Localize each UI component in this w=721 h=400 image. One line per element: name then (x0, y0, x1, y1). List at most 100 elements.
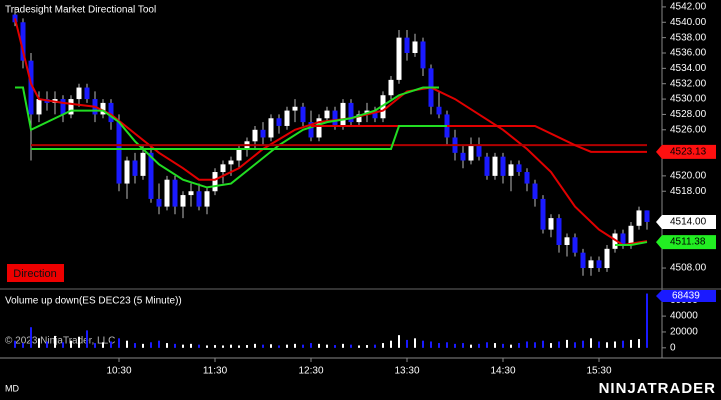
candle-body (140, 152, 146, 176)
volume-bar (326, 344, 328, 348)
x-tick-label: 11:30 (203, 366, 228, 377)
volume-bar (286, 344, 288, 348)
volume-bar (582, 340, 584, 348)
volume-bar (590, 338, 592, 348)
volume-bar (574, 342, 576, 348)
copyright: © 2023 NinjaTrader, LLC (5, 336, 115, 347)
price-flag-label: 4523.13 (670, 146, 707, 157)
candle-body (20, 22, 26, 61)
volume-bar (270, 344, 272, 348)
volume-bar (358, 345, 360, 348)
candle-body (492, 156, 498, 176)
volume-bar (14, 340, 16, 348)
y-tick-label: 4538.00 (670, 32, 707, 43)
price-flag-label: 4514.00 (670, 217, 707, 228)
direction-label: Direction (13, 268, 56, 280)
volume-bar (606, 342, 608, 348)
candle-body (308, 122, 314, 138)
volume-bar (118, 338, 120, 348)
candle-body (188, 191, 194, 196)
volume-bar (454, 343, 456, 348)
candle-body (324, 110, 330, 119)
volume-bar (94, 343, 96, 348)
overlay-line (31, 124, 447, 150)
candle-body (164, 179, 170, 207)
volume-bar (366, 345, 368, 348)
x-tick-label: 12:30 (298, 366, 323, 377)
candle-body (356, 114, 362, 123)
candle-body (172, 179, 178, 207)
volume-bar (342, 343, 344, 348)
candle-body (588, 260, 594, 269)
candle-body (36, 99, 42, 115)
volume-bar (182, 344, 184, 348)
candle-body (540, 198, 546, 230)
volume-bar (446, 342, 448, 348)
y-tick-label: 4508.00 (670, 263, 707, 274)
volume-bar (502, 343, 504, 348)
candle-body (204, 191, 210, 207)
volume-bar (486, 342, 488, 348)
candle-body (628, 225, 634, 245)
candle-body (212, 172, 218, 192)
chart-title: Tradesight Market Directional Tool (5, 5, 156, 16)
volume-bar (54, 335, 56, 348)
volume-bar (294, 343, 296, 348)
candle-body (644, 210, 650, 222)
y-tick-label: 4526.00 (670, 124, 707, 135)
candle-body (332, 110, 338, 126)
candle-body (156, 198, 162, 207)
candle-body (460, 152, 466, 161)
volume-bar (230, 344, 232, 348)
volume-bar (470, 344, 472, 348)
volume-bar (214, 345, 216, 348)
volume-bar (494, 343, 496, 348)
volume-bar (566, 339, 568, 348)
candle-body (556, 218, 562, 245)
logo: NINJATRADER (599, 380, 716, 397)
candle-body (100, 102, 106, 115)
candle-body (612, 233, 618, 249)
candle-body (420, 41, 426, 69)
y-tick-label: 4530.00 (670, 94, 707, 105)
volume-bar (46, 341, 48, 348)
candle-body (476, 145, 482, 157)
volume-bar (254, 343, 256, 348)
candle-body (196, 191, 202, 207)
volume-bar (414, 338, 416, 348)
candle-body (236, 148, 242, 161)
candle-body (564, 237, 570, 245)
volume-bar (598, 341, 600, 348)
volume-bar (550, 343, 552, 348)
candle-body (468, 145, 474, 161)
candle-body (316, 118, 322, 138)
candle-body (396, 37, 402, 80)
volume-bar (398, 335, 400, 348)
volume-bar (622, 340, 624, 348)
candle-body (60, 99, 66, 115)
candle-body (252, 129, 258, 142)
candle-body (500, 156, 506, 176)
volume-bar (150, 342, 152, 348)
volume-bar (134, 343, 136, 348)
price-flag-label: 4511.38 (670, 237, 706, 248)
candle-body (228, 160, 234, 165)
candle-body (268, 118, 274, 138)
volume-bar (350, 344, 352, 348)
volume-bar (526, 341, 528, 348)
candle-body (148, 152, 154, 199)
volume-bar (438, 343, 440, 348)
volume-bar (382, 343, 384, 348)
candle-body (516, 164, 522, 173)
candle-body (604, 248, 610, 269)
volume-bar (518, 343, 520, 348)
y-tick-label: 40000 (670, 311, 698, 322)
candle-body (180, 195, 186, 207)
volume-bar (206, 345, 208, 348)
volume-bar (374, 344, 376, 348)
candle-body (292, 106, 298, 111)
price-flag (656, 144, 716, 159)
candle-body (580, 252, 586, 269)
